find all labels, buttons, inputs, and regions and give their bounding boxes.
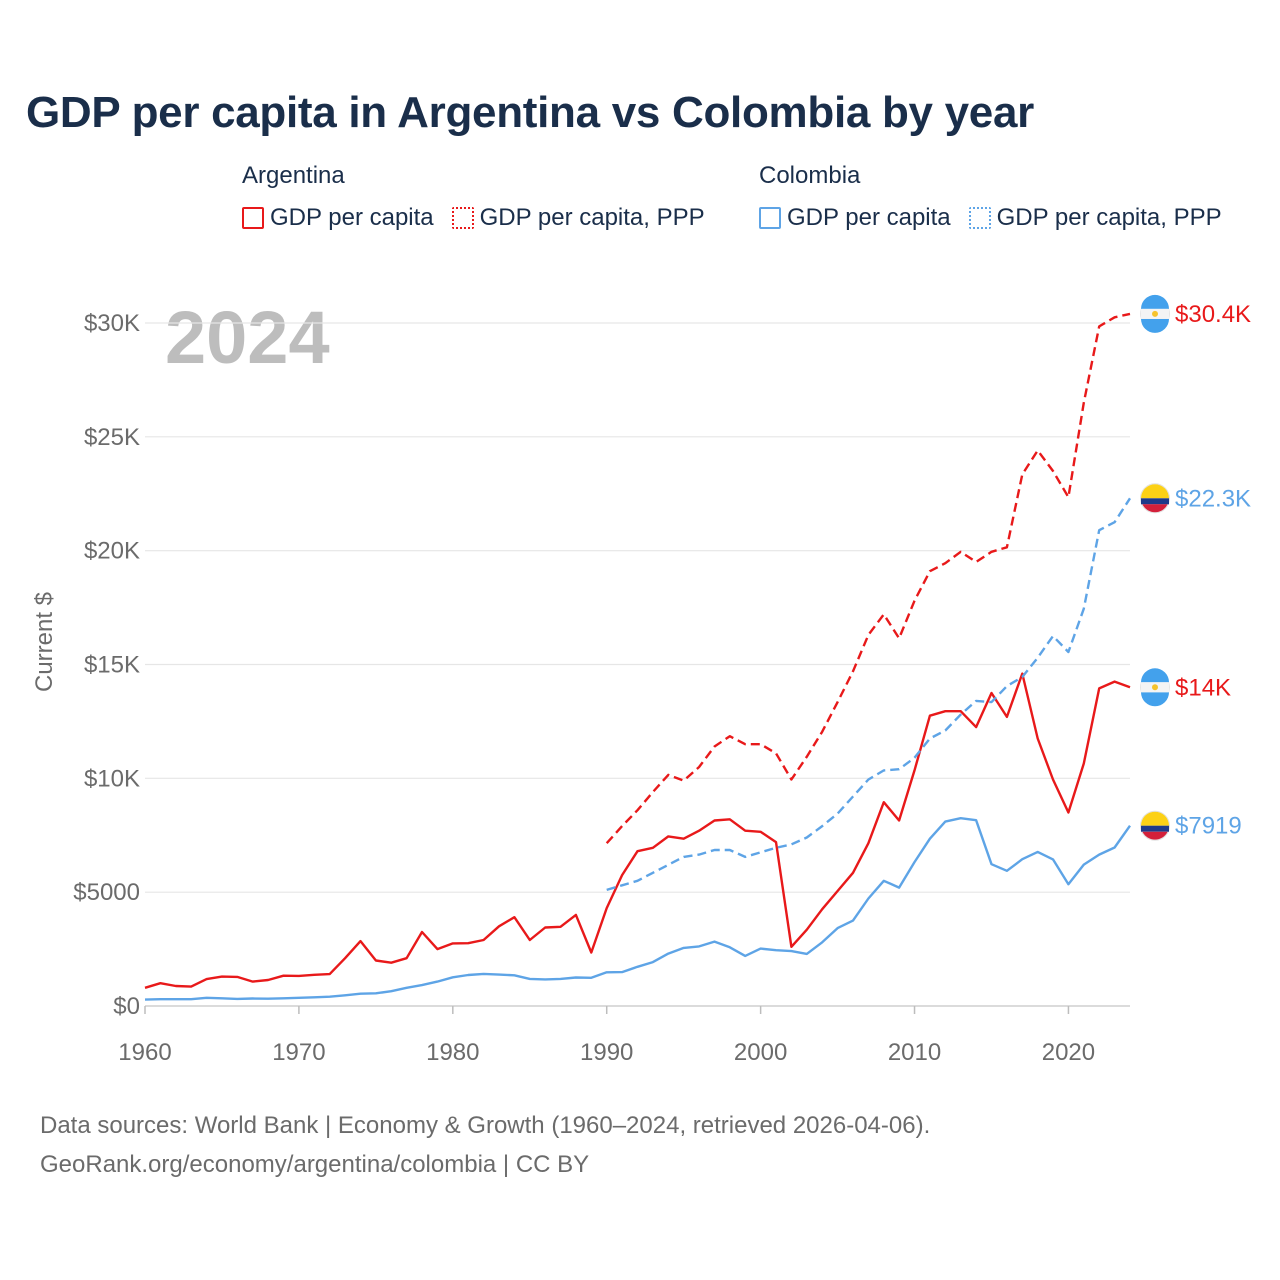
x-tick-label: 1990	[580, 1039, 633, 1066]
legend-swatch-solid	[242, 207, 264, 229]
x-tick-label: 1960	[118, 1039, 171, 1066]
legend-argentina-gdp[interactable]: GDP per capita	[242, 204, 434, 232]
y-axis-label: Current $	[31, 592, 58, 692]
x-tick-label: 1980	[426, 1039, 479, 1066]
legend-label: GDP per capita	[270, 204, 434, 231]
y-tick-label: $5000	[73, 879, 140, 906]
x-tick-label: 2020	[1042, 1039, 1095, 1066]
legend-label: GDP per capita, PPP	[996, 204, 1222, 231]
x-tick-label: 2000	[734, 1039, 787, 1066]
year-watermark: 2024	[165, 296, 330, 379]
argentina-flag-icon	[1140, 294, 1170, 333]
legend-swatch-solid	[759, 207, 781, 229]
legend-group-colombia: Colombia GDP per capita GDP per capita, …	[759, 162, 1222, 232]
series-line-argentina-gdp-per-capita[interactable]	[144, 672, 1131, 989]
legend-label: GDP per capita, PPP	[479, 204, 705, 231]
footer: Data sources: World Bank | Economy & Gro…	[40, 1106, 930, 1184]
series-line-colombia-gdp-per-capita-ppp[interactable]	[606, 497, 1132, 892]
colombia-flag-icon	[1140, 810, 1170, 841]
y-tick-label: $25K	[84, 424, 140, 451]
legend-group-title-argentina: Argentina	[242, 162, 345, 189]
legend-swatch-dotted	[451, 207, 474, 229]
data-source-note: Data sources: World Bank | Economy & Gro…	[40, 1112, 931, 1139]
colombia-flag-icon	[1140, 483, 1170, 514]
legend-swatch-dotted	[968, 207, 991, 229]
legend-argentina-gdp-ppp[interactable]: GDP per capita, PPP	[451, 204, 705, 232]
series-line-argentina-gdp-per-capita-ppp[interactable]	[605, 312, 1131, 845]
x-tick-label: 1970	[272, 1039, 325, 1066]
x-tick-label: 2010	[888, 1039, 941, 1066]
end-value-label: $14K	[1175, 674, 1231, 701]
y-tick-label: $30K	[84, 310, 140, 337]
chart-title: GDP per capita in Argentina vs Colombia …	[26, 88, 1034, 137]
series-line-colombia-gdp-per-capita[interactable]	[144, 817, 1131, 1001]
legend-colombia-gdp-ppp[interactable]: GDP per capita, PPP	[968, 204, 1222, 232]
y-tick-label: $20K	[84, 538, 140, 565]
legend-group-title-colombia: Colombia	[759, 162, 861, 189]
legend-label: GDP per capita	[787, 204, 951, 231]
end-value-label: $30.4K	[1175, 301, 1251, 328]
source-link[interactable]: GeoRank.org/economy/argentina/colombia |…	[40, 1151, 590, 1178]
end-value-label: $22.3K	[1175, 485, 1251, 512]
legend-group-argentina: Argentina GDP per capita GDP per capita,…	[242, 162, 705, 232]
legend-colombia-gdp[interactable]: GDP per capita	[759, 204, 951, 232]
y-tick-label: $10K	[84, 765, 140, 792]
end-value-label: $7919	[1175, 813, 1242, 840]
argentina-flag-icon	[1140, 668, 1170, 707]
y-tick-label: $0	[113, 993, 140, 1020]
y-tick-label: $15K	[84, 652, 140, 679]
